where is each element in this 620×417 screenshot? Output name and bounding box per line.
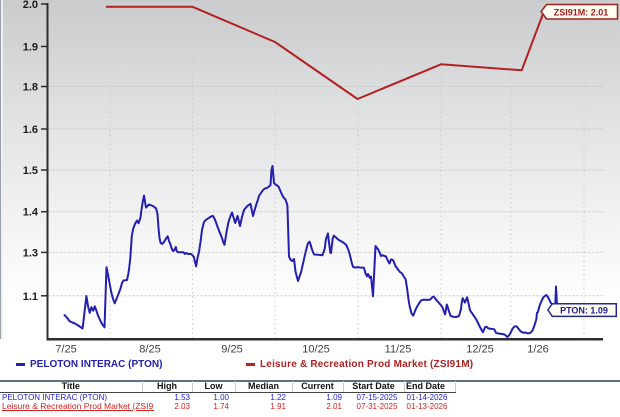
svg-text:8/25: 8/25 bbox=[139, 344, 160, 356]
svg-text:11/25: 11/25 bbox=[385, 344, 412, 356]
svg-text:1.1: 1.1 bbox=[23, 291, 38, 303]
svg-text:1.9: 1.9 bbox=[23, 42, 38, 54]
svg-text:ZSI91M: 2.01: ZSI91M: 2.01 bbox=[554, 8, 609, 18]
svg-text:2.0: 2.0 bbox=[23, 0, 38, 11]
svg-text:9/25: 9/25 bbox=[221, 344, 242, 356]
svg-text:1.8: 1.8 bbox=[23, 82, 38, 94]
svg-text:10/25: 10/25 bbox=[302, 344, 330, 356]
svg-text:1.5: 1.5 bbox=[23, 165, 38, 177]
svg-text:1.3: 1.3 bbox=[23, 247, 38, 259]
svg-text:12/25: 12/25 bbox=[466, 344, 494, 356]
svg-text:PTON: 1.09: PTON: 1.09 bbox=[560, 306, 608, 316]
svg-text:7/25: 7/25 bbox=[55, 344, 76, 356]
svg-text:1.6: 1.6 bbox=[23, 124, 38, 136]
svg-text:1.4: 1.4 bbox=[23, 207, 39, 219]
svg-text:1/26: 1/26 bbox=[527, 344, 548, 356]
